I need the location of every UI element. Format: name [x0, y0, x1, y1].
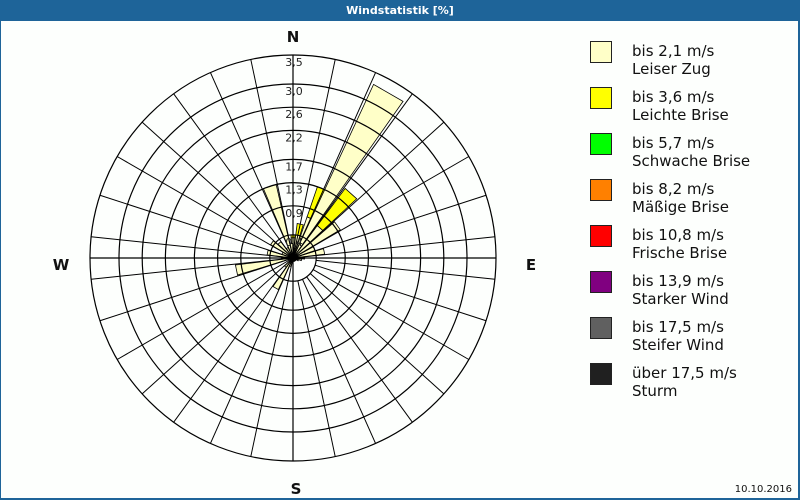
ring-label: 0,9	[285, 207, 303, 220]
grid-radial-line	[91, 257, 294, 280]
ring-label: 3,5	[285, 56, 303, 69]
legend-speed: bis 2,1 m/s	[632, 42, 715, 60]
grid-radial-line	[297, 280, 336, 457]
grid-radial-line	[91, 236, 294, 259]
legend-swatch	[590, 271, 612, 293]
legend-label: bis 17,5 m/s Steifer Wind	[632, 318, 724, 354]
grid-radial-line	[173, 93, 294, 259]
legend-speed: bis 3,6 m/s	[632, 88, 715, 106]
legend-swatch	[590, 87, 612, 109]
legend-name: Mäßige Brise	[632, 198, 729, 216]
grid-radial-line	[141, 257, 294, 395]
legend-name: Starker Wind	[632, 290, 729, 308]
grid-radial-line	[141, 121, 294, 259]
grid-radial-line	[116, 257, 294, 360]
grid-radial-line	[312, 269, 470, 360]
legend-label: bis 8,2 m/s Mäßige Brise	[632, 180, 729, 216]
legend-swatch	[590, 41, 612, 63]
legend-swatch	[590, 179, 612, 201]
direction-label-e: E	[526, 256, 536, 274]
grid-radial-line	[292, 72, 377, 259]
ring-label: 2,6	[285, 108, 303, 121]
grid-radial-line	[316, 259, 495, 280]
grid-radial-line	[301, 278, 377, 444]
direction-label-s: S	[291, 480, 302, 498]
ring-label: 1,7	[285, 160, 303, 173]
legend-speed: bis 8,2 m/s	[632, 180, 715, 198]
legend-label: bis 13,9 m/s Starker Wind	[632, 272, 729, 308]
legend-label: bis 5,7 m/s Schwache Brise	[632, 134, 750, 170]
legend-name: Schwache Brise	[632, 152, 751, 170]
legend-speed: bis 10,8 m/s	[632, 226, 724, 244]
legend-name: Leichte Brise	[632, 106, 729, 124]
grid-radial-line	[173, 257, 294, 423]
legend-swatch	[590, 363, 612, 385]
legend-name: Sturm	[632, 382, 678, 400]
grid-radial-line	[99, 194, 294, 259]
wind-sector	[292, 83, 404, 259]
grid-radial-line	[250, 59, 294, 259]
legend-swatch	[590, 225, 612, 247]
wind-sector	[316, 187, 358, 231]
ring-label: 1,3	[285, 184, 303, 197]
legend-name: Steifer Wind	[632, 336, 724, 354]
legend-label: bis 10,8 m/s Frische Brise	[632, 226, 727, 262]
window-title: Windstatistik [%]	[346, 4, 454, 17]
center-dot	[289, 254, 297, 262]
legend-speed: bis 17,5 m/s	[632, 318, 724, 336]
legend-swatch	[590, 133, 612, 155]
ring-label: 0,4	[285, 236, 303, 249]
grid-radial-line	[309, 273, 445, 395]
legend-name: Frische Brise	[632, 244, 728, 262]
grid-radial-line	[314, 264, 487, 322]
ring-label: 2,2	[285, 131, 303, 144]
grid-radial-line	[292, 156, 470, 259]
legend-speed: bis 13,9 m/s	[632, 272, 724, 290]
direction-label-w: W	[53, 256, 70, 274]
ring-label: 3,0	[285, 85, 303, 98]
grid-radial-line	[250, 257, 294, 457]
grid-radial-line	[209, 257, 294, 444]
grid-radial-line	[209, 72, 294, 259]
grid-radial-line	[292, 194, 487, 259]
grid-radial-line	[292, 59, 336, 259]
legend-label: bis 3,6 m/s Leichte Brise	[632, 88, 729, 124]
grid-radial-line	[292, 236, 495, 259]
legend-label: bis 2,1 m/s Leiser Zug	[632, 42, 714, 78]
date-label: 10.10.2016	[734, 484, 792, 495]
legend-name: Leiser Zug	[632, 60, 711, 78]
grid-radial-line	[292, 121, 445, 259]
legend-swatch	[590, 317, 612, 339]
legend-speed: über 17,5 m/s	[632, 364, 737, 382]
direction-label-n: N	[287, 28, 300, 46]
legend-speed: bis 5,7 m/s	[632, 134, 715, 152]
grid-radial-line	[306, 276, 413, 423]
legend-label: über 17,5 m/s Sturm	[632, 364, 737, 400]
grid-radial-line	[116, 156, 294, 259]
grid-radial-line	[292, 93, 413, 259]
grid-radial-line	[99, 257, 294, 322]
